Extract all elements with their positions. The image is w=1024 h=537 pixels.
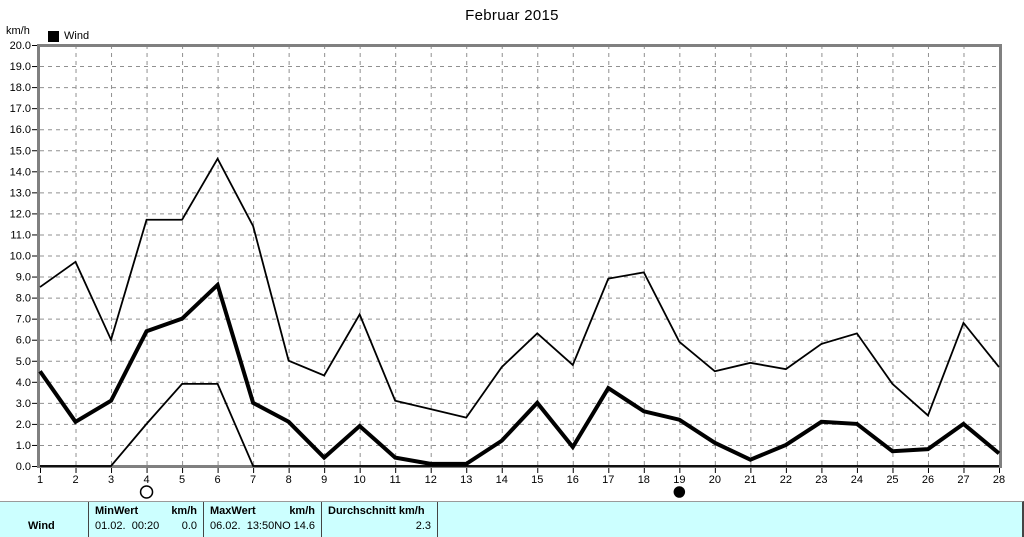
full-moon-marker <box>139 485 154 499</box>
series-wind-maximum <box>39 156 1000 419</box>
y-axis: 0.0 1.0 2.0 3.0 4.0 5.0 6.0 7.0 8.0 9.0 10.0 11.0 12… <box>10 40 38 473</box>
x-tick-label: 6 <box>215 474 221 486</box>
x-tick-label: 20 <box>709 474 721 486</box>
x-tick-label: 12 <box>425 474 437 486</box>
minwert-timestamp: 01.02. 00:20 <box>95 520 160 532</box>
new-moon-marker <box>673 486 686 498</box>
x-tick-label: 28 <box>993 474 1005 486</box>
series-wind-minimum <box>40 383 999 467</box>
y-tick-label: 15.0 <box>10 145 31 157</box>
x-tick-label: 11 <box>389 474 400 486</box>
y-tick-label: 16.0 <box>10 124 31 136</box>
y-tick-label: 12.0 <box>10 208 31 220</box>
table-row-label: Wind <box>28 520 55 532</box>
x-tick-label: 9 <box>321 474 327 486</box>
table-column-filler <box>437 502 1022 537</box>
table-column-minwert: MinWert km/h 01.02. 00:20 0.0 <box>88 502 203 537</box>
legend-swatch-icon <box>48 30 59 42</box>
maxwert-header: MaxWert <box>210 505 256 517</box>
y-tick-label: 18.0 <box>10 82 31 94</box>
x-tick-label: 16 <box>567 474 579 486</box>
legend: Wind <box>48 30 89 42</box>
x-tick-label: 7 <box>250 474 256 486</box>
y-tick-label: 8.0 <box>16 293 31 305</box>
x-tick-label: 18 <box>638 474 650 486</box>
y-tick-label: 19.0 <box>10 61 31 73</box>
x-tick-label: 21 <box>744 474 756 486</box>
table-column-durchschnitt: Durchschnitt km/h 2.3 <box>321 502 437 537</box>
table-column-maxwert: MaxWert km/h 06.02. 13:50NO 14.6 <box>203 502 321 537</box>
y-tick-label: 10.0 <box>10 251 31 263</box>
legend-label: Wind <box>64 30 90 42</box>
chart-title: Februar 2015 <box>465 7 559 24</box>
x-tick-label: 5 <box>179 474 185 486</box>
table-column-rowlabel: Wind <box>0 502 88 537</box>
x-tick-label: 4 <box>143 474 149 486</box>
x-tick-label: 23 <box>815 474 827 486</box>
y-tick-label: 3.0 <box>16 398 31 410</box>
maxwert-timestamp: 06.02. 13:50NO <box>210 520 291 532</box>
x-tick-label: 24 <box>851 474 863 486</box>
minwert-unit-header: km/h <box>171 505 197 517</box>
y-tick-label: 4.0 <box>16 377 31 389</box>
y-tick-label: 7.0 <box>16 314 31 326</box>
y-tick-label: 20.0 <box>10 40 31 52</box>
x-tick-label: 13 <box>460 474 472 486</box>
y-tick-label: 6.0 <box>16 335 31 347</box>
y-tick-label: 17.0 <box>10 103 31 115</box>
x-tick-label: 8 <box>286 474 292 486</box>
x-tick-label: 19 <box>673 474 685 486</box>
x-tick-label: 25 <box>886 474 898 486</box>
maxwert-value: 14.6 <box>293 520 315 532</box>
x-tick-label: 10 <box>354 474 366 486</box>
y-tick-label: 14.0 <box>10 166 31 178</box>
x-tick-label: 26 <box>922 474 934 486</box>
y-tick-label: 11.0 <box>10 229 31 241</box>
x-tick-label: 27 <box>957 474 969 486</box>
x-tick-label: 15 <box>531 474 543 486</box>
y-tick-label: 13.0 <box>10 187 31 199</box>
x-tick-label: 2 <box>72 474 78 486</box>
summary-table: Wind MinWert km/h 01.02. 00:20 0.0 MaxWe… <box>0 501 1024 537</box>
y-axis-unit-label: km/h <box>6 25 30 37</box>
y-tick-label: 5.0 <box>16 356 31 368</box>
maxwert-unit-header: km/h <box>289 505 315 517</box>
x-tick-label: 22 <box>780 474 792 486</box>
series-wind-durchschnitt <box>38 281 1001 466</box>
x-axis: 1 2 3 4 5 6 7 8 9 10 11 12 13 14 15 16 17 18 19 20 21 22 23 24 2… <box>37 468 1005 486</box>
durchschnitt-header: Durchschnitt km/h <box>328 505 425 517</box>
x-tick-label: 17 <box>602 474 614 486</box>
minwert-header: MinWert <box>95 505 139 517</box>
y-tick-label: 9.0 <box>16 272 31 284</box>
x-tick-label: 1 <box>37 474 43 486</box>
x-tick-label: 3 <box>108 474 114 486</box>
durchschnitt-value: 2.3 <box>415 520 431 532</box>
y-tick-label: 2.0 <box>16 419 31 431</box>
y-tick-label: 1.0 <box>16 440 31 452</box>
y-tick-label: 0.0 <box>16 461 31 473</box>
grid-lines <box>40 45 999 466</box>
x-tick-label: 14 <box>496 474 508 486</box>
wind-line-chart: 0.01.02.03.04.05.06.07.08.09.010.011.012… <box>10 40 1005 499</box>
minwert-value: 0.0 <box>181 520 197 532</box>
